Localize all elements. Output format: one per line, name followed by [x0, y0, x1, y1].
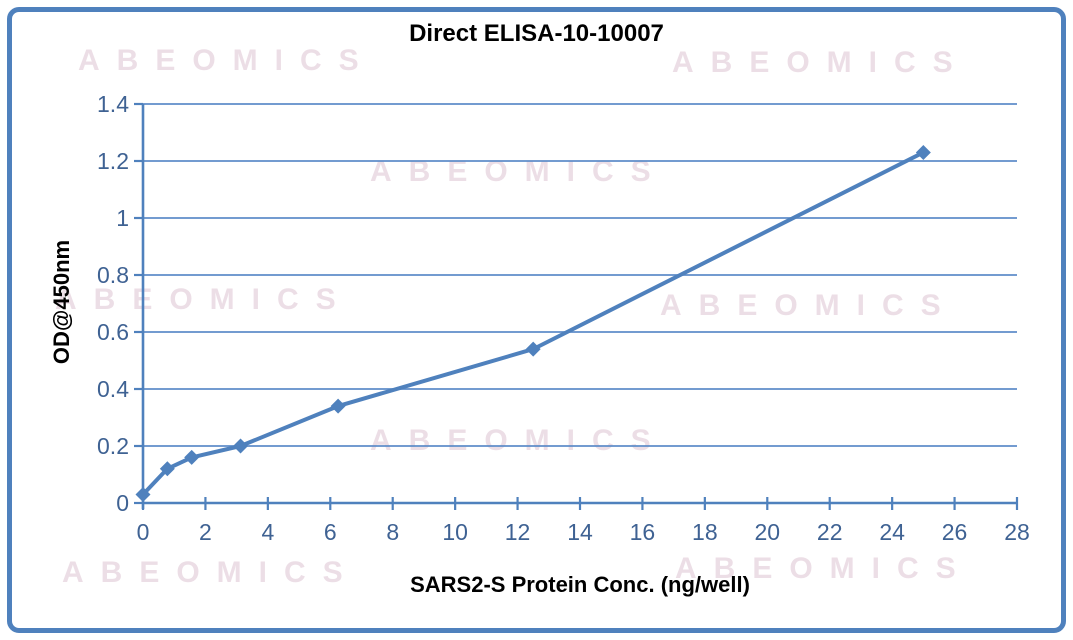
- svg-text:22: 22: [817, 519, 843, 545]
- svg-text:14: 14: [567, 519, 593, 545]
- svg-text:0.2: 0.2: [97, 433, 129, 459]
- y-axis-title: OD@450nm: [49, 239, 74, 365]
- watermark-abeomics: ABEOMICS: [62, 556, 360, 589]
- svg-text:0.8: 0.8: [97, 262, 129, 288]
- x-axis-title: SARS2-S Protein Conc. (ng/well): [410, 572, 750, 597]
- svg-text:8: 8: [386, 519, 399, 545]
- watermark-abeomics: ABEOMICS: [660, 289, 958, 322]
- svg-text:28: 28: [1004, 519, 1030, 545]
- y-tick-labels: 0 0.2 0.4 0.6 0.8 1 1.2 1.4: [97, 91, 129, 516]
- svg-text:26: 26: [942, 519, 968, 545]
- svg-text:20: 20: [754, 519, 780, 545]
- svg-text:10: 10: [442, 519, 468, 545]
- watermark-abeomics: ABEOMICS: [55, 283, 353, 316]
- svg-text:0.4: 0.4: [97, 376, 129, 402]
- svg-text:0: 0: [137, 519, 150, 545]
- x-tick-labels: 0 2 4 6 8 10 12 14 16 18 20 22 24 26 28: [137, 519, 1030, 545]
- svg-text:4: 4: [261, 519, 274, 545]
- watermark-abeomics: ABEOMICS: [675, 552, 973, 585]
- svg-text:16: 16: [630, 519, 656, 545]
- svg-text:6: 6: [324, 519, 337, 545]
- svg-text:1: 1: [116, 205, 129, 231]
- series-line: [141, 150, 925, 496]
- watermark-abeomics: ABEOMICS: [78, 44, 376, 77]
- svg-text:2: 2: [199, 519, 212, 545]
- svg-text:1.2: 1.2: [97, 148, 129, 174]
- series-markers: [135, 144, 931, 502]
- chart-title: Direct ELISA-10-10007: [409, 20, 664, 47]
- x-tick-marks: [141, 497, 1019, 510]
- watermark-abeomics: ABEOMICS: [672, 46, 970, 79]
- svg-text:18: 18: [692, 519, 718, 545]
- svg-text:12: 12: [505, 519, 531, 545]
- y-tick-marks: [134, 102, 143, 505]
- svg-text:0: 0: [116, 490, 129, 516]
- watermark-abeomics: ABEOMICS: [370, 424, 668, 457]
- axes: [141, 104, 1017, 509]
- svg-text:1.4: 1.4: [97, 91, 129, 117]
- svg-text:0.6: 0.6: [97, 319, 129, 345]
- svg-text:24: 24: [879, 519, 905, 545]
- y-gridlines: [143, 103, 1017, 447]
- chart-frame: [7, 7, 1066, 633]
